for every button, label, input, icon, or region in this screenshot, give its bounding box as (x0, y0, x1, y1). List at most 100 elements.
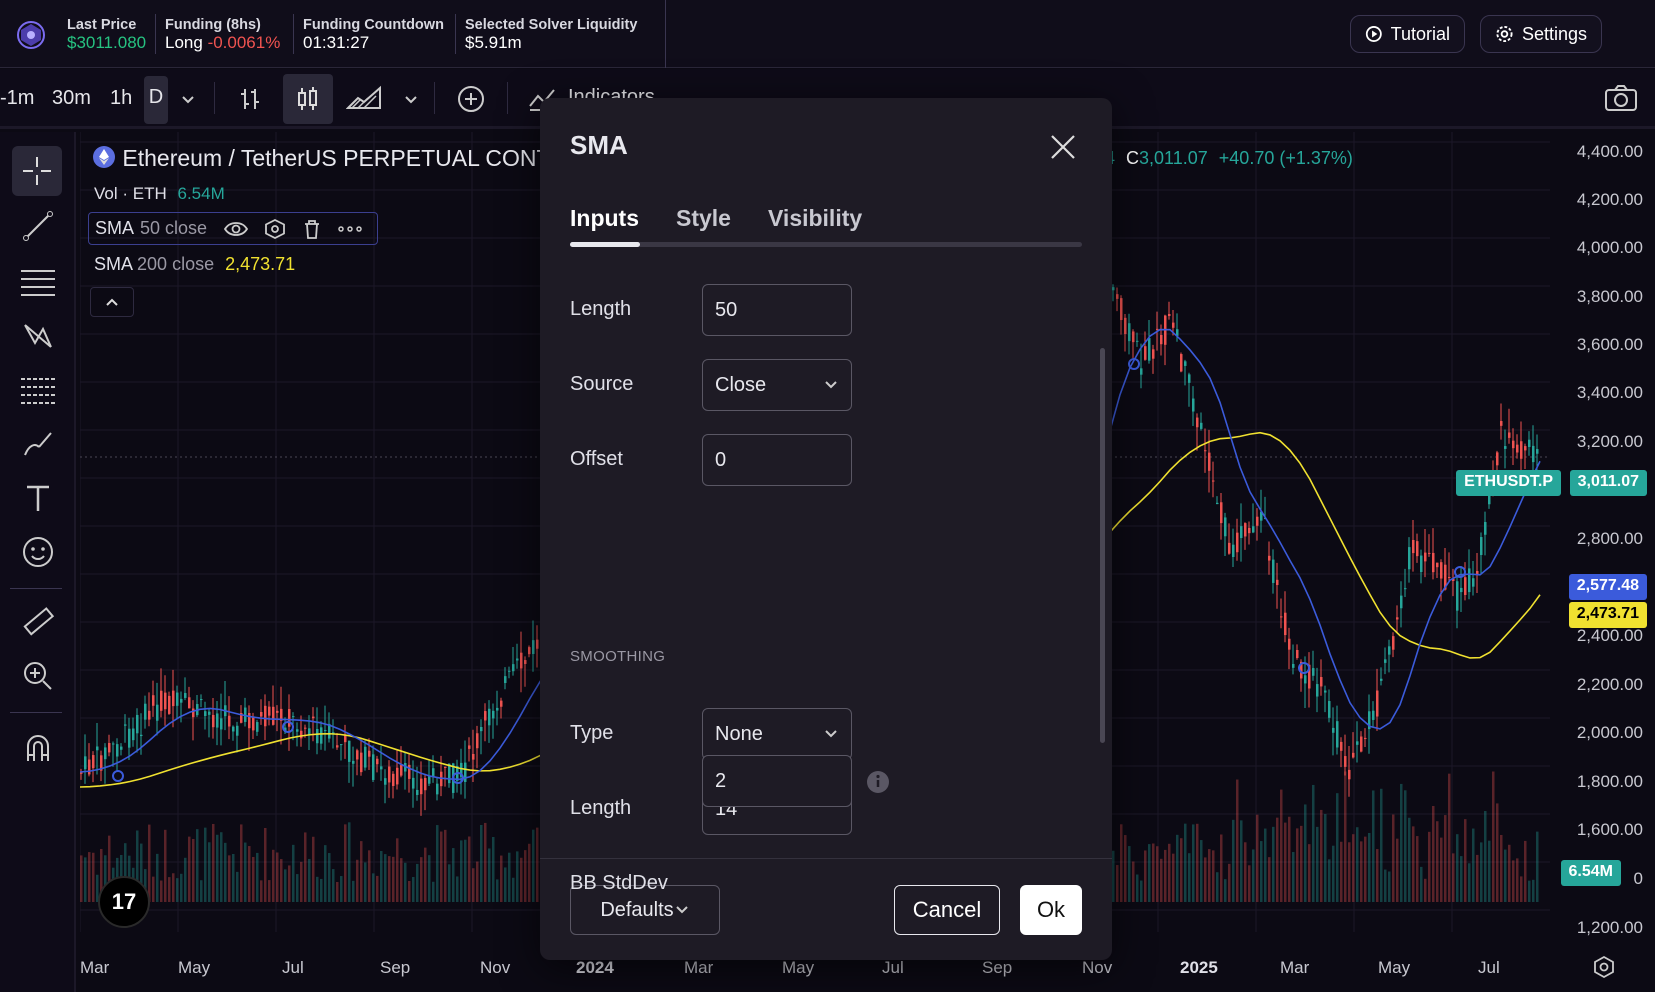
volume-bar (356, 859, 359, 902)
tab-visibility[interactable]: Visibility (768, 205, 863, 231)
candle-body (1428, 552, 1431, 554)
volume-bar (1400, 783, 1403, 902)
tab-style[interactable]: Style (676, 205, 731, 231)
eye-icon[interactable] (223, 219, 249, 239)
interval-1m[interactable]: -1m (0, 87, 35, 109)
interval-1h[interactable]: 1h (110, 87, 133, 109)
candle-body (404, 763, 407, 772)
app-logo-icon (17, 21, 45, 49)
trend-line-icon (23, 211, 53, 241)
volume-bar (512, 877, 515, 902)
tradingview-logo[interactable]: 17 (98, 876, 150, 928)
candle-body (128, 728, 131, 748)
price-tick-label: 4,400.00 (1576, 142, 1643, 161)
length-input[interactable]: 50 (702, 284, 852, 336)
chart-settings-icon[interactable] (1592, 955, 1616, 979)
settings-icon[interactable] (263, 218, 287, 240)
volume-bar (1296, 828, 1299, 902)
candle-body (504, 676, 507, 684)
interval-d[interactable]: D (144, 76, 168, 124)
add-compare-icon[interactable] (456, 84, 486, 114)
funding-countdown-stat: Funding Countdown 01:31:27 (303, 16, 444, 52)
candle-body (192, 708, 195, 718)
tutorial-button[interactable]: Tutorial (1350, 15, 1465, 53)
sma200-legend: SMA 200 close 2,473.71 (94, 254, 295, 275)
divider (155, 14, 156, 54)
magnet-tool[interactable] (18, 728, 58, 768)
volume-bar (288, 865, 291, 902)
trash-icon[interactable] (301, 218, 323, 240)
pattern-tool[interactable] (18, 316, 58, 356)
candle-body (240, 713, 243, 723)
candle-body (460, 762, 463, 777)
horizontal-lines-tool[interactable] (18, 262, 58, 302)
brush-tool[interactable] (18, 424, 58, 464)
candle-chart-button[interactable] (283, 74, 333, 124)
candle-body (352, 760, 355, 764)
volume-bar (212, 823, 215, 902)
sma-cross-marker (282, 721, 294, 733)
time-tick-label: May (782, 958, 815, 977)
text-tool[interactable] (18, 478, 58, 518)
trend-line-tool[interactable] (18, 206, 58, 246)
area-chart-icon[interactable] (346, 84, 382, 112)
settings-button[interactable]: Settings (1480, 15, 1602, 53)
candle-body (500, 700, 503, 707)
candle-body (1260, 511, 1263, 521)
chevron-down-icon[interactable] (403, 92, 419, 108)
volume-bar (468, 836, 471, 902)
candle-body (260, 712, 263, 717)
volume-bar (1304, 804, 1307, 902)
dialog-scrollbar[interactable] (1100, 348, 1105, 743)
candle-body (296, 729, 299, 732)
volume-bar (1136, 874, 1139, 902)
emoji-tool[interactable] (18, 532, 58, 572)
volume-bar (340, 876, 343, 902)
more-icon[interactable] (337, 224, 363, 234)
defaults-dropdown[interactable]: Defaults (570, 885, 720, 935)
cancel-button[interactable]: Cancel (894, 885, 1000, 935)
ethereum-icon (93, 146, 115, 168)
volume-bar (1140, 880, 1143, 902)
volume-bar (1408, 817, 1411, 902)
bar-chart-icon[interactable] (238, 86, 264, 112)
volume-bar (348, 822, 351, 902)
crosshair-tool[interactable] (12, 146, 62, 196)
smoothing-type-select[interactable]: None (702, 708, 852, 760)
source-select[interactable]: Close (702, 359, 852, 411)
tab-inputs[interactable]: Inputs (570, 205, 639, 231)
volume-bar (1336, 793, 1339, 902)
chevron-down-icon[interactable] (180, 92, 196, 108)
zoom-tool[interactable] (18, 656, 58, 696)
volume-bar (256, 852, 259, 902)
candle-body (360, 752, 363, 773)
candle-body (292, 716, 295, 718)
candle-body (1476, 570, 1479, 575)
ok-button[interactable]: Ok (1020, 885, 1082, 935)
interval-30m[interactable]: 30m (52, 87, 91, 109)
funding-value: -0.0061% (207, 33, 281, 52)
candle-body (428, 776, 431, 784)
info-icon[interactable] (866, 770, 890, 794)
price-tick-label: 3,800.00 (1576, 287, 1643, 306)
collapse-legend-button[interactable] (90, 287, 134, 317)
volume-bar (276, 852, 279, 902)
volume-bar (1360, 841, 1363, 902)
offset-input[interactable]: 0 (702, 434, 852, 486)
crosshair-icon (23, 157, 51, 185)
volume-bar (436, 825, 439, 902)
candle-body (112, 743, 115, 745)
fib-tool[interactable] (18, 370, 58, 410)
sma50-legend[interactable]: SMA 50 close (88, 212, 378, 245)
volume-bar (260, 880, 263, 902)
volume-bar (1192, 824, 1195, 902)
camera-icon[interactable] (1604, 84, 1638, 112)
candle-body (1400, 595, 1403, 609)
bb-stddev-input[interactable]: 2 (702, 755, 852, 807)
candle-body (264, 705, 267, 727)
candle-body (1116, 294, 1119, 299)
close-icon[interactable] (1048, 132, 1078, 162)
candle-body (328, 723, 331, 739)
ruler-tool[interactable] (18, 602, 58, 642)
price-axis[interactable]: 4,400.00 4,200.00 4,000.00 3,800.00 3,600.00… (1545, 132, 1655, 960)
